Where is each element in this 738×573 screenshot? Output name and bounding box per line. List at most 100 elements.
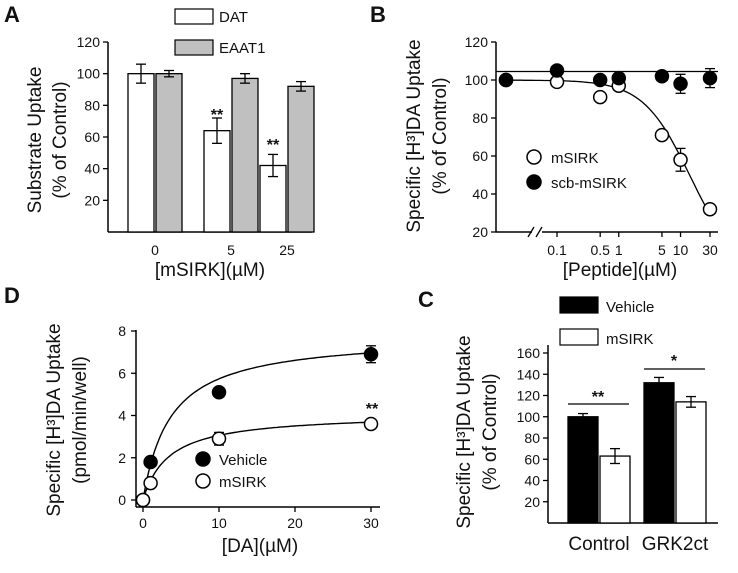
panel-b-yticks: 20 40 60 80 100 120 [465, 34, 496, 240]
panel-d-ytick-label: 0 [118, 492, 126, 508]
panel-b-msirk-fit-curve [506, 79, 711, 215]
panel-b-axis-break-2 [535, 226, 543, 238]
panel-b-point-scb-msirk [673, 76, 688, 92]
panel-c-xtick-label: GRK2ct [642, 534, 709, 555]
panel-c-ytick-label: 100 [517, 409, 541, 425]
panel-d-xticks: 0 10 20 30 [139, 507, 379, 531]
panel-b-xtick-label: 30 [702, 242, 718, 258]
legend-swatch-vehicle-c [559, 296, 599, 314]
panel-b-point-scb-msirk [654, 68, 670, 84]
panel-a-xtick-label: 5 [227, 242, 235, 258]
panel-b-point-msirk [702, 201, 718, 217]
legend-marker-msirk-b [526, 149, 542, 165]
panel-c-ytick-label: 160 [517, 345, 541, 361]
panel-c: C Specific [H³]DA Uptake (% of Control) … [418, 287, 718, 555]
panel-d: D Specific [H³]DA Uptake (pmol/min/well)… [4, 283, 380, 557]
panel-d-yticks: 0 2 4 6 8 [118, 323, 136, 508]
panel-b-xtick-label: 5 [658, 242, 666, 258]
panel-d-msirk-fit-curve [142, 421, 372, 501]
panel-d-ylabel-2: (pmol/min/well) [70, 356, 91, 484]
panel-b-xtick-label: 0.5 [590, 242, 610, 258]
panel-a-ytick-label: 20 [84, 192, 100, 208]
panel-a-ytick-label: 80 [84, 97, 100, 113]
panel-d-points [135, 345, 379, 508]
panel-d-ytick-label: 2 [118, 450, 126, 466]
legend-label-dat: DAT [219, 9, 248, 26]
panel-b-point-scb-msirk [549, 63, 565, 78]
panel-b-xtick-label: 0.1 [547, 242, 567, 258]
panel-b-axis-break-1 [527, 226, 535, 238]
panel-d-ylabel-1: Specific [H³]DA Uptake [44, 323, 65, 516]
legend-label-eaat1: EAAT1 [219, 40, 265, 57]
panel-b-xtick-label: 10 [673, 242, 689, 258]
panel-c-ytick-label: 20 [524, 494, 540, 510]
panel-d-significance: ** [366, 401, 379, 418]
panel-d-xtick-label: 20 [287, 515, 303, 531]
panel-a-ytick-label: 40 [84, 161, 100, 177]
panel-a-bar-dat-5 [203, 130, 231, 233]
legend-swatch-dat [174, 8, 214, 25]
panel-a-significance-1: ** [211, 107, 224, 124]
panel-c-yticks: 20 40 60 80 100 120 140 160 [517, 345, 548, 510]
panel-b-ytick-label: 80 [472, 110, 488, 126]
panel-d-point-msirk [211, 431, 227, 446]
panel-b-point-msirk [592, 89, 608, 105]
panel-c-xtick-label: Control [568, 534, 629, 555]
panel-b-ytick-label: 60 [472, 148, 488, 164]
panel-b-point-msirk [673, 152, 688, 168]
panel-b-ytick-label: 100 [465, 72, 489, 88]
panel-c-ytick-label: 60 [524, 451, 540, 467]
legend-marker-vehicle-d [195, 451, 211, 467]
panel-c-bar-vehicle-control [567, 416, 599, 524]
panel-c-xticks: Control GRK2ct [568, 534, 709, 555]
panel-b-ylabel-1: Specific [H³]DA Uptake [404, 39, 425, 232]
legend-label-scb-msirk: scb-mSIRK [551, 175, 627, 192]
panel-b-xtick-label: 1 [615, 242, 623, 258]
panel-c-bar-msirk-grk2ct [675, 401, 707, 524]
panel-a-xticks: 0 5 25 [151, 242, 295, 258]
panel-d-xtick-label: 10 [211, 515, 227, 531]
panel-a-bar-eaat1-25 [287, 85, 315, 233]
legend-marker-scb-msirk [526, 174, 542, 190]
panel-b-xlabel: [Peptide](µM) [563, 260, 677, 281]
panel-label-b: B [370, 2, 386, 27]
panel-a-yticks: 20 40 60 80 100 120 [77, 34, 108, 208]
panel-a-ytick-label: 120 [77, 34, 101, 50]
legend-label-msirk-b: mSIRK [551, 150, 599, 167]
panel-d-ytick-label: 6 [118, 365, 126, 381]
legend-label-msirk-d: mSIRK [219, 474, 267, 491]
legend-marker-msirk-d [195, 473, 211, 489]
panel-c-bars [567, 376, 707, 524]
panel-label-c: C [418, 287, 434, 312]
panel-d-point-msirk [363, 416, 379, 432]
legend-swatch-msirk-c [559, 328, 599, 346]
panel-c-bar-msirk-control [599, 455, 631, 524]
panel-c-ytick-label: 40 [524, 473, 540, 489]
panel-c-ytick-label: 80 [524, 430, 540, 446]
panel-a-xtick-label: 0 [151, 242, 159, 258]
panel-b-point-msirk [654, 127, 670, 143]
panel-b-ytick-label: 20 [472, 224, 488, 240]
legend-swatch-eaat1 [174, 39, 214, 56]
legend-label-vehicle-d: Vehicle [219, 452, 267, 469]
panel-d-xtick-label: 30 [363, 515, 379, 531]
panel-b-point-scb-msirk [611, 70, 627, 86]
panel-b-points [498, 63, 718, 217]
panel-a-bar-dat-0 [127, 73, 155, 233]
panel-a-xtick-label: 25 [279, 242, 295, 258]
legend-label-msirk-c: mSIRK [606, 331, 654, 348]
panel-d-xtick-label: 0 [139, 515, 147, 531]
panel-d-xlabel: [DA](µM) [222, 536, 298, 557]
panel-d-point-msirk [135, 492, 151, 508]
panel-d-point-vehicle [211, 385, 227, 400]
panel-c-bar-vehicle-grk2ct [643, 382, 675, 524]
panel-c-ylabel-1: Specific [H³]DA Uptake [454, 335, 475, 528]
panel-a-bar-eaat1-5 [231, 77, 259, 233]
panel-a-ytick-label: 100 [77, 66, 101, 82]
panel-b-ytick-label: 120 [465, 34, 489, 50]
panel-b-point-scb-msirk [498, 72, 514, 88]
panel-d-point-vehicle [363, 346, 379, 362]
panel-d-point-msirk [143, 475, 158, 491]
panel-a-bar-eaat1-0 [155, 73, 183, 233]
